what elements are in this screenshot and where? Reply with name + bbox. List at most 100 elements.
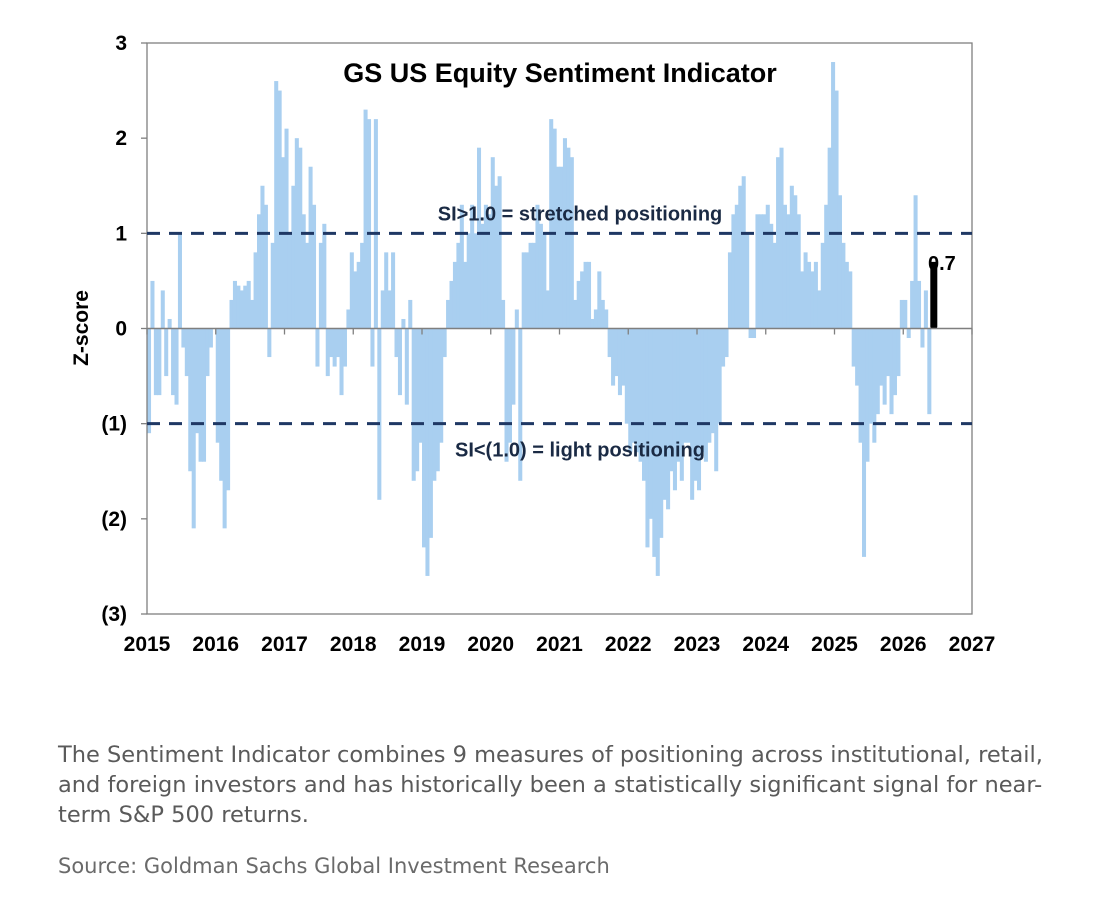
y-tick-label: 3 xyxy=(115,32,127,55)
threshold-label: SI<(1.0) = light positioning xyxy=(455,440,705,462)
bar xyxy=(676,328,681,462)
bar xyxy=(844,261,849,329)
bar xyxy=(910,280,915,329)
bar xyxy=(147,328,152,434)
bar xyxy=(752,328,757,339)
bar xyxy=(617,328,622,396)
bar xyxy=(662,328,667,500)
bar xyxy=(477,147,482,329)
bar xyxy=(782,204,787,329)
bar xyxy=(157,328,162,396)
chart-title: GS US Equity Sentiment Indicator xyxy=(343,58,777,88)
bar xyxy=(394,328,399,358)
bar xyxy=(480,223,485,329)
bar xyxy=(215,328,220,443)
bar xyxy=(827,147,832,329)
bar xyxy=(198,328,203,462)
bar xyxy=(917,280,922,329)
bar xyxy=(257,214,262,329)
bar xyxy=(772,242,777,329)
bar xyxy=(418,328,423,443)
axes xyxy=(141,42,973,615)
bar xyxy=(246,280,251,329)
bar xyxy=(566,147,571,329)
bar xyxy=(411,328,416,481)
bar xyxy=(597,271,602,329)
bar xyxy=(868,328,873,424)
bar xyxy=(232,280,237,329)
bar xyxy=(384,252,389,329)
bar xyxy=(318,242,323,329)
bar xyxy=(920,328,925,348)
bar xyxy=(707,328,712,443)
bar xyxy=(800,271,805,329)
bar xyxy=(322,223,327,329)
bar xyxy=(807,261,812,329)
bar xyxy=(896,328,901,377)
bar xyxy=(439,328,444,443)
bar xyxy=(284,128,289,329)
bar xyxy=(239,290,244,329)
bar xyxy=(514,309,519,329)
bar xyxy=(621,328,626,386)
bar xyxy=(432,328,437,481)
bar xyxy=(834,90,839,329)
bar xyxy=(906,328,911,339)
bar xyxy=(446,299,451,329)
bar xyxy=(817,290,822,329)
bar xyxy=(518,328,523,481)
bar xyxy=(305,242,310,329)
bar xyxy=(408,299,413,329)
bar xyxy=(291,185,296,329)
bar xyxy=(672,328,677,491)
bar xyxy=(769,223,774,329)
bar xyxy=(913,195,918,329)
bar xyxy=(848,271,853,329)
x-tick-label: 2027 xyxy=(949,633,996,656)
bar xyxy=(525,252,530,329)
bar xyxy=(442,328,447,358)
bar xyxy=(308,166,313,329)
bar xyxy=(652,328,657,557)
bar xyxy=(332,328,337,367)
bar xyxy=(638,328,643,462)
bar xyxy=(205,328,210,377)
bar xyxy=(483,204,488,329)
bar xyxy=(270,242,275,329)
bar xyxy=(325,328,330,377)
bar xyxy=(562,138,567,329)
bar xyxy=(535,204,540,329)
bar xyxy=(435,328,440,472)
bar xyxy=(614,328,619,377)
sentiment-chart: SI>1.0 = stretched positioning SI<(1.0) =… xyxy=(70,32,996,656)
bar xyxy=(604,309,609,329)
bar xyxy=(339,328,344,396)
latest-value-label: 0.7 xyxy=(928,253,956,275)
bar xyxy=(349,252,354,329)
bar xyxy=(611,328,616,386)
bar xyxy=(315,328,320,367)
bar xyxy=(600,299,605,329)
x-tick-label: 2015 xyxy=(124,633,171,656)
bar xyxy=(222,328,227,529)
bar xyxy=(580,271,585,329)
bar xyxy=(724,328,729,358)
bar xyxy=(456,242,461,329)
bar xyxy=(511,328,516,405)
bar xyxy=(865,328,870,462)
bar xyxy=(528,242,533,329)
bar xyxy=(645,328,650,548)
bar xyxy=(872,328,877,443)
x-tick-label: 2025 xyxy=(811,633,858,656)
bar xyxy=(793,195,798,329)
bar xyxy=(501,299,506,329)
bar-series xyxy=(147,62,938,576)
bar xyxy=(263,204,268,329)
bar xyxy=(590,318,595,329)
bar xyxy=(449,280,454,329)
bar xyxy=(174,328,179,405)
x-tick-label: 2026 xyxy=(880,633,927,656)
bar xyxy=(697,328,702,491)
bar xyxy=(875,328,880,415)
bar xyxy=(703,328,708,462)
